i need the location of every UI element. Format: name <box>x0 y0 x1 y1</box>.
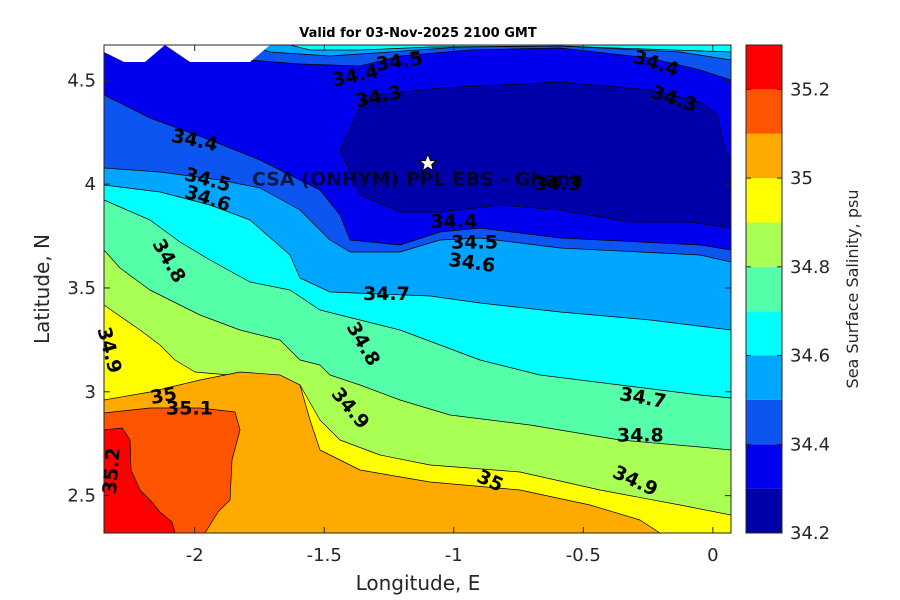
colorbar-swatch <box>746 178 782 223</box>
colorbar-tick-label: 34.6 <box>790 346 830 367</box>
site-label: CSA (ONHYM) PPL EBS - Ghana <box>252 168 583 190</box>
colorbar-swatch <box>746 488 782 533</box>
y-axis-ticks: 2.5 3 3.5 4 4.5 <box>67 70 731 507</box>
colorbar-tick-label: 35 <box>790 168 813 189</box>
colorbar-swatch <box>746 133 782 179</box>
map-plot-area: 34.534.434.334.434.334.434.534.6 34.334.4… <box>92 44 732 534</box>
contour-label: 34.5 <box>451 231 498 253</box>
contour-label: 35 <box>149 383 179 409</box>
land-mask <box>104 45 270 62</box>
x-tick-label: -2 <box>186 545 204 566</box>
colorbar-swatch <box>746 45 782 90</box>
y-tick-label: 4 <box>85 174 96 195</box>
x-tick-label: -1 <box>445 545 463 566</box>
x-tick-label: 0 <box>707 545 718 566</box>
x-axis-ticks: -2 -1.5 -1 -0.5 0 <box>186 45 719 566</box>
colorbar-frame <box>745 44 783 534</box>
contour-label: 34.8 <box>617 424 664 446</box>
plot-frame <box>103 44 732 534</box>
colorbar-swatch <box>746 266 782 312</box>
colorbar-swatch <box>746 444 782 489</box>
star-icon <box>417 153 438 172</box>
figure-title: Valid for 03-Nov-2025 2100 GMT <box>299 26 537 41</box>
colorbar-tick-label: 34.8 <box>790 257 830 278</box>
colorbar-swatch <box>746 89 782 134</box>
y-tick-label: 3 <box>85 382 96 403</box>
band-35.0-35.1 <box>104 371 661 533</box>
contour-label: 34.3 <box>534 173 581 195</box>
band-top-cyan <box>289 45 731 53</box>
colorbar-swatch <box>746 399 782 445</box>
colorbar-tick-label: 34.4 <box>790 434 830 455</box>
y-axis-label: Latitude, N <box>30 234 54 344</box>
x-tick-label: -0.5 <box>566 545 601 566</box>
colorbar-tick-label: 34.2 <box>790 523 830 544</box>
contour-label: 35.2 <box>99 446 125 495</box>
colorbar-swatch <box>746 355 782 400</box>
site-marker <box>417 153 438 172</box>
contour-label: 34.4 <box>430 211 477 233</box>
band-34.2-34.3 <box>339 81 731 229</box>
y-tick-label: 2.5 <box>67 486 96 507</box>
colorbar-swatch <box>746 222 782 267</box>
x-tick-label: -1.5 <box>307 545 342 566</box>
y-tick-label: 3.5 <box>67 278 96 299</box>
y-tick-label: 4.5 <box>67 70 96 91</box>
x-axis-label: Longitude, E <box>356 571 481 595</box>
colorbar-label: Sea Surface Salinity, psu <box>843 190 862 389</box>
band-35.2-35.3 <box>104 427 176 533</box>
contour-label: 35.1 <box>166 397 213 419</box>
colorbar-swatch <box>746 311 782 356</box>
colorbar-ticks: 34.2 34.4 34.6 34.8 35 35.2 <box>746 79 830 544</box>
colorbar <box>745 44 783 534</box>
colorbar-tick-label: 35.2 <box>790 79 830 100</box>
contour-label: 34.7 <box>363 283 410 305</box>
